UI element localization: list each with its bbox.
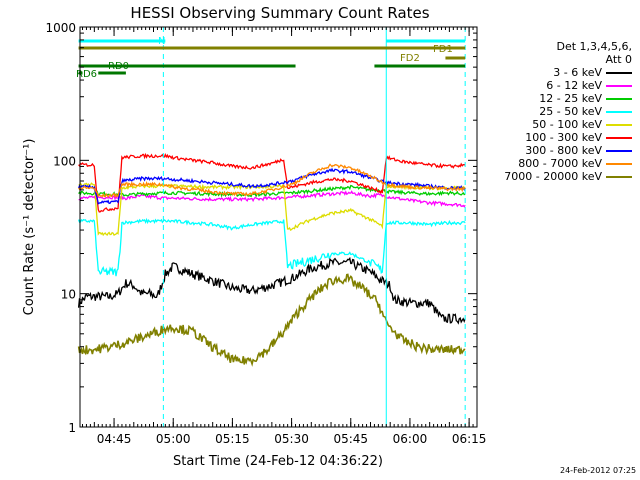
legend-label: 25 - 50 keV <box>539 105 602 118</box>
x-tick-label: 05:15 <box>215 432 250 446</box>
legend-entry: 12 - 25 keV <box>478 92 636 105</box>
legend-label: 12 - 25 keV <box>539 92 602 105</box>
legend-label: 100 - 300 keV <box>525 131 602 144</box>
x-axis-label: Start Time (24-Feb-12 04:36:22) <box>173 454 383 469</box>
legend-swatch <box>606 137 632 139</box>
legend-swatch <box>606 163 632 165</box>
legend-header-line-1: Det 1,3,4,5,6, <box>556 40 632 53</box>
legend-entry: 100 - 300 keV <box>478 131 636 144</box>
y-tick-label: 10 <box>61 288 76 302</box>
legend-entry: 7000 - 20000 keV <box>478 170 636 183</box>
x-tick-label: 05:30 <box>274 432 309 446</box>
y-tick-label: 1000 <box>45 21 76 35</box>
x-tick-label: 05:45 <box>333 432 368 446</box>
state-label-fd1: FD1 <box>433 44 453 55</box>
legend-swatch <box>606 111 632 113</box>
series-line-50-100-kev <box>78 182 466 237</box>
x-tick-label: 05:00 <box>156 432 191 446</box>
series-line-7000-20000-kev <box>77 273 466 367</box>
legend-entry: 800 - 7000 keV <box>478 157 636 170</box>
series-line-6-12-kev <box>78 190 466 208</box>
legend-swatch <box>606 98 632 100</box>
state-label-fd2: FD2 <box>400 53 420 64</box>
series-line-25-50-kev <box>77 217 466 277</box>
series-layer <box>77 152 466 367</box>
legend-entry: 6 - 12 keV <box>478 79 636 92</box>
x-tick-label: 04:45 <box>97 432 132 446</box>
legend-swatch <box>606 176 632 178</box>
series-line-12-25-kev <box>78 184 466 198</box>
legend-header-line-2: Att 0 <box>605 53 632 66</box>
timestamp-footer: 24-Feb-2012 07:25 <box>560 466 637 475</box>
legend-label: 300 - 800 keV <box>525 144 602 157</box>
legend-entry: 300 - 800 keV <box>478 144 636 157</box>
state-label-n: N <box>158 36 165 47</box>
legend-label: 50 - 100 keV <box>532 118 602 131</box>
series-line-800-7000-kev <box>78 163 466 199</box>
plot-frame <box>79 26 478 428</box>
legend-label: 7000 - 20000 keV <box>504 170 602 183</box>
series-line-100-300-kev <box>78 152 466 213</box>
x-tick-label: 06:15 <box>452 432 487 446</box>
y-tick-label: 100 <box>53 154 76 168</box>
y-axis-label: Count Rate (s⁻¹ detector⁻¹) <box>22 139 37 316</box>
legend-label: 3 - 6 keV <box>553 66 602 79</box>
series-line-3-6-kev <box>77 256 466 325</box>
vertical-markers <box>79 27 466 427</box>
chart-title: HESSI Observing Summary Count Rates <box>130 4 429 22</box>
x-tick-label: 06:00 <box>393 432 428 446</box>
legend-entry: 3 - 6 keV <box>478 66 636 79</box>
legend-entry: 25 - 50 keV <box>478 105 636 118</box>
legend-swatch <box>606 85 632 87</box>
y-tick-label: 1 <box>68 421 76 435</box>
state-label-rd0: RD0 <box>108 61 129 72</box>
state-label-rd6: RD6 <box>76 69 97 80</box>
legend: Det 1,3,4,5,6, Att 0 3 - 6 keV 6 - 12 keV… <box>478 40 636 183</box>
legend-swatch <box>606 72 632 74</box>
legend-label: 800 - 7000 keV <box>518 157 602 170</box>
axes: 04:45 05:00 05:15 05:30 05:45 06:00 06:15 1 10 10… <box>45 21 486 446</box>
legend-label: 6 - 12 keV <box>546 79 602 92</box>
legend-entry: 50 - 100 keV <box>478 118 636 131</box>
legend-swatch <box>606 124 632 126</box>
legend-swatch <box>606 150 632 152</box>
attenuator-bars: N FD1 FD2 RD0 RD6 <box>76 36 466 80</box>
